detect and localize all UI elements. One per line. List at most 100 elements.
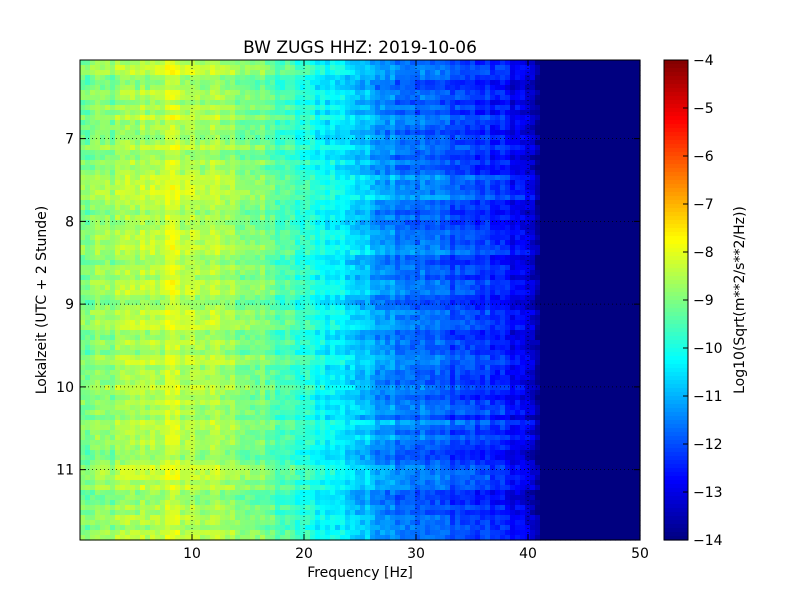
heatmap-cell xyxy=(140,165,146,171)
heatmap-cell xyxy=(205,80,211,86)
heatmap-cell xyxy=(170,200,176,206)
heatmap-cell xyxy=(470,165,476,171)
heatmap-cell xyxy=(440,220,446,226)
heatmap-cell xyxy=(155,120,161,126)
heatmap-cell xyxy=(450,220,456,226)
heatmap-cell xyxy=(165,120,171,126)
heatmap-cell xyxy=(365,245,371,251)
heatmap-cell xyxy=(335,240,341,246)
heatmap-cell xyxy=(530,95,536,101)
heatmap-cell xyxy=(440,180,446,186)
heatmap-cell xyxy=(470,170,476,176)
heatmap-cell xyxy=(540,135,546,141)
heatmap-cell xyxy=(195,65,201,71)
heatmap-cell xyxy=(570,75,576,81)
heatmap-cell xyxy=(230,70,236,76)
heatmap-cell xyxy=(620,275,626,281)
heatmap-cell xyxy=(370,85,376,91)
heatmap-cell xyxy=(240,155,246,161)
heatmap-cell xyxy=(625,200,631,206)
heatmap-cell xyxy=(420,205,426,211)
heatmap-cell xyxy=(160,215,166,221)
heatmap-cell xyxy=(355,260,361,266)
heatmap-cell xyxy=(615,140,621,146)
heatmap-cell xyxy=(405,200,411,206)
heatmap-cell xyxy=(415,110,421,116)
heatmap-cell xyxy=(110,80,116,86)
heatmap-cell xyxy=(355,200,361,206)
heatmap-cell xyxy=(395,70,401,76)
heatmap-cell xyxy=(415,145,421,151)
heatmap-cell xyxy=(285,75,291,81)
heatmap-cell xyxy=(280,245,286,251)
heatmap-cell xyxy=(85,120,91,126)
heatmap-cell xyxy=(475,65,481,71)
heatmap-cell xyxy=(90,220,96,226)
heatmap-cell xyxy=(410,265,416,271)
heatmap-cell xyxy=(455,75,461,81)
heatmap-cell xyxy=(135,230,141,236)
heatmap-cell xyxy=(175,80,181,86)
heatmap-cell xyxy=(115,230,121,236)
heatmap-cell xyxy=(615,220,621,226)
heatmap-cell xyxy=(600,235,606,241)
heatmap-cell xyxy=(390,80,396,86)
heatmap-cell xyxy=(360,95,366,101)
heatmap-cell xyxy=(535,260,541,266)
heatmap-cell xyxy=(95,145,101,151)
heatmap-cell xyxy=(350,85,356,91)
heatmap-cell xyxy=(495,105,501,111)
heatmap-cell xyxy=(135,65,141,71)
heatmap-cell xyxy=(340,130,346,136)
heatmap-cell xyxy=(315,240,321,246)
heatmap-cell xyxy=(555,85,561,91)
heatmap-cell xyxy=(535,275,541,281)
heatmap-cell xyxy=(350,125,356,131)
heatmap-cell xyxy=(180,260,186,266)
heatmap-cell xyxy=(100,105,106,111)
heatmap-cell xyxy=(590,180,596,186)
heatmap-cell xyxy=(160,280,166,286)
heatmap-cell xyxy=(230,185,236,191)
heatmap-cell xyxy=(425,175,431,181)
heatmap-cell xyxy=(110,185,116,191)
heatmap-cell xyxy=(180,110,186,116)
heatmap-cell xyxy=(140,225,146,231)
heatmap-cell xyxy=(445,95,451,101)
heatmap-cell xyxy=(290,155,296,161)
heatmap-cell xyxy=(315,65,321,71)
heatmap-cell xyxy=(185,135,191,141)
heatmap-cell xyxy=(80,120,86,126)
heatmap-cell xyxy=(85,140,91,146)
heatmap-cell xyxy=(160,195,166,201)
heatmap-cell xyxy=(580,100,586,106)
heatmap-cell xyxy=(625,180,631,186)
heatmap-cell xyxy=(570,265,576,271)
heatmap-cell xyxy=(260,235,266,241)
heatmap-cell xyxy=(130,240,136,246)
heatmap-cell xyxy=(405,230,411,236)
heatmap-cell xyxy=(210,210,216,216)
heatmap-cell xyxy=(575,195,581,201)
heatmap-cell xyxy=(540,115,546,121)
heatmap-cell xyxy=(250,265,256,271)
heatmap-cell xyxy=(375,205,381,211)
heatmap-cell xyxy=(240,180,246,186)
heatmap-cell xyxy=(130,155,136,161)
heatmap-cell xyxy=(185,95,191,101)
heatmap-cell xyxy=(175,60,181,66)
heatmap-cell xyxy=(160,115,166,121)
heatmap-cell xyxy=(185,170,191,176)
heatmap-cell xyxy=(595,185,601,191)
heatmap-cell xyxy=(135,215,141,221)
heatmap-cell xyxy=(510,180,516,186)
heatmap-cell xyxy=(365,210,371,216)
heatmap-cell xyxy=(240,100,246,106)
heatmap-cell xyxy=(270,165,276,171)
heatmap-cell xyxy=(510,130,516,136)
heatmap-cell xyxy=(325,245,331,251)
heatmap-cell xyxy=(120,205,126,211)
heatmap-cell xyxy=(370,185,376,191)
heatmap-cell xyxy=(365,75,371,81)
heatmap-cell xyxy=(570,65,576,71)
